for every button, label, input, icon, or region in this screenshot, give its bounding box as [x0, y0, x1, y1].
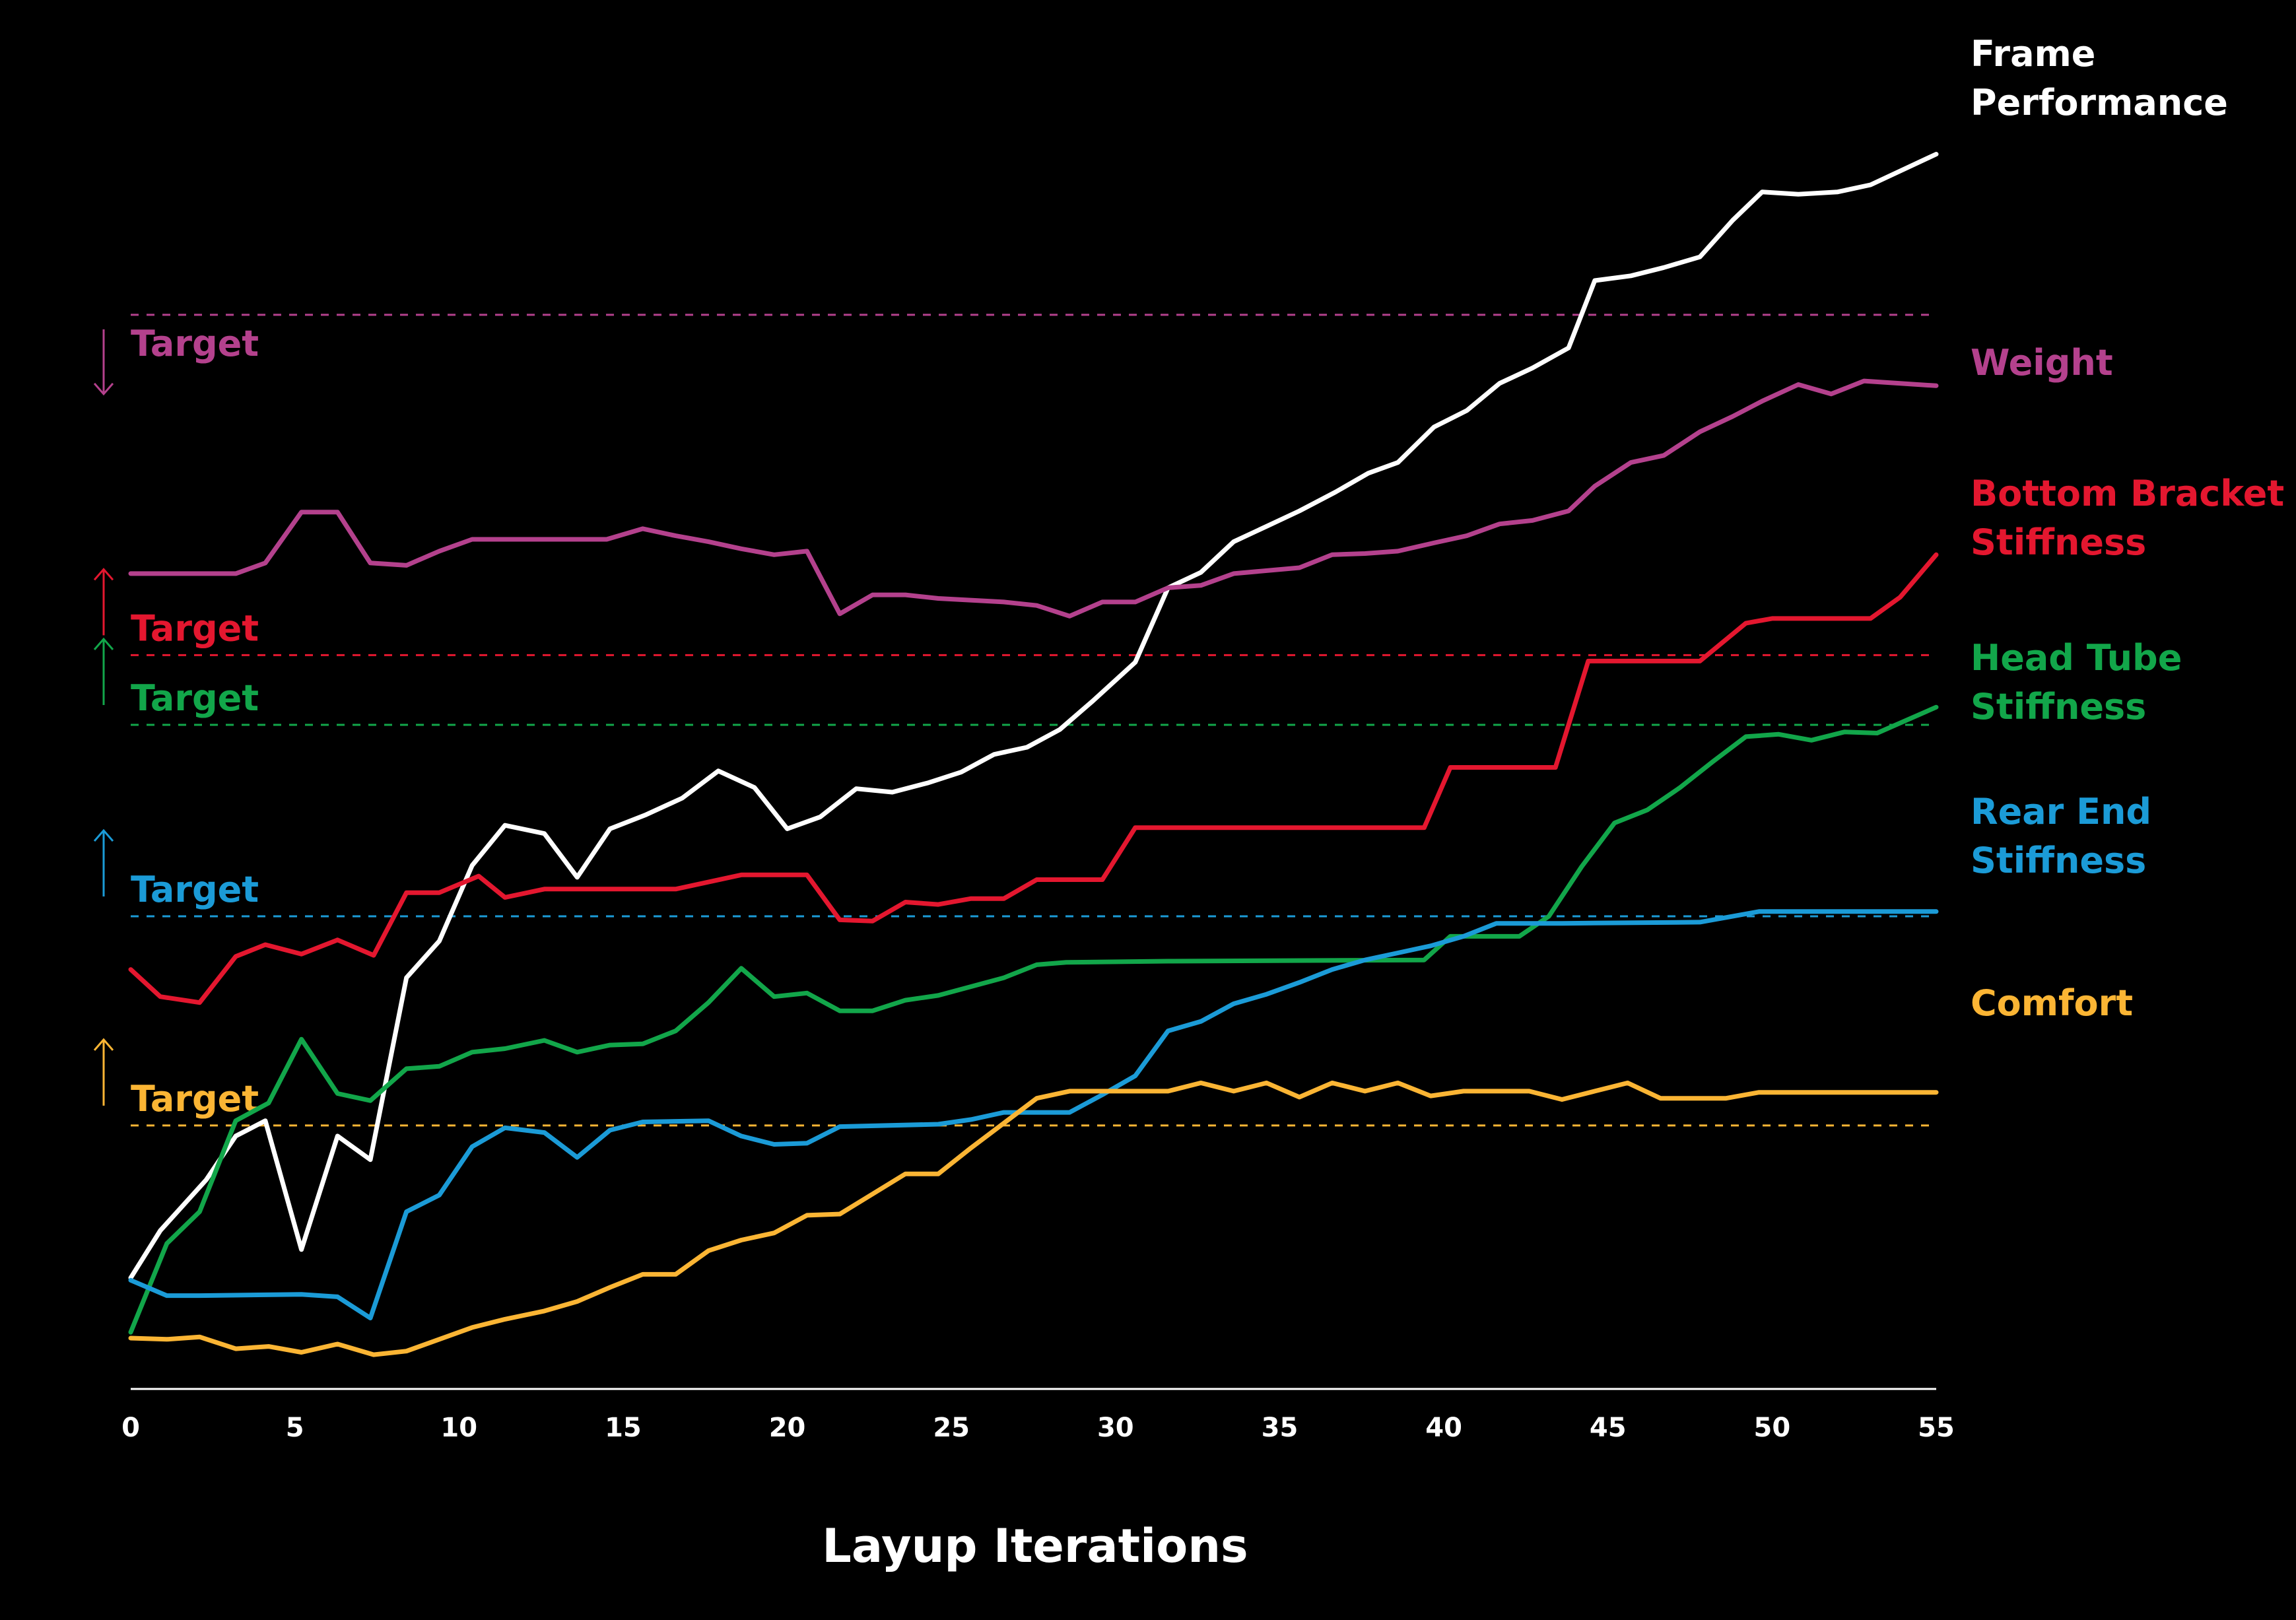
series-line	[128, 378, 1939, 619]
x-tick-label: 15	[605, 1413, 642, 1443]
target-lines: Target Target Target Target Target	[93, 314, 1936, 1127]
series-label: Rear End Stiffness	[1971, 791, 2151, 881]
target-label: Target	[131, 1078, 259, 1120]
x-tick-label: 10	[440, 1413, 477, 1443]
x-tick-label: 50	[1754, 1413, 1791, 1443]
x-tick-label: 35	[1262, 1413, 1299, 1443]
x-tick-label: 20	[769, 1413, 806, 1443]
series-line	[128, 552, 1939, 1005]
target-label: Target	[131, 869, 259, 910]
x-tick-label: 40	[1425, 1413, 1462, 1443]
series-line	[128, 1080, 1939, 1357]
arrow-down-icon	[93, 329, 114, 396]
series-line	[128, 152, 1939, 1281]
series-label: Head Tube Stiffness	[1971, 637, 2182, 727]
series-label: Comfort	[1971, 982, 2133, 1024]
x-tick-label: 0	[121, 1413, 140, 1443]
x-tick-label: 30	[1097, 1413, 1134, 1443]
target-label: Target	[131, 607, 259, 649]
target-label: Target	[131, 677, 259, 719]
arrow-up-icon	[93, 828, 114, 896]
arrow-up-icon	[93, 568, 114, 636]
x-axis-ticks: 0 5 10 15 20 25 30 35 40 45 50 55	[121, 1413, 1955, 1443]
x-tick-label: 45	[1590, 1413, 1627, 1443]
target-label: Target	[131, 323, 259, 364]
series-line	[128, 909, 1939, 1321]
series-line	[128, 704, 1939, 1335]
series-label: Frame Performance	[1971, 33, 2228, 123]
series-label: Weight	[1971, 342, 2113, 384]
arrow-up-icon	[93, 1038, 114, 1106]
x-tick-label: 55	[1918, 1413, 1955, 1443]
series-labels: Frame Performance Weight Bottom Bracket Stif…	[1971, 33, 2284, 1024]
series-label: Bottom Bracket Stiffness	[1971, 473, 2284, 563]
arrow-up-icon	[93, 637, 114, 706]
series-lines	[128, 152, 1939, 1357]
x-axis-title: Layup Iterations	[822, 1519, 1248, 1573]
x-tick-label: 5	[286, 1413, 304, 1443]
x-tick-label: 25	[933, 1413, 970, 1443]
